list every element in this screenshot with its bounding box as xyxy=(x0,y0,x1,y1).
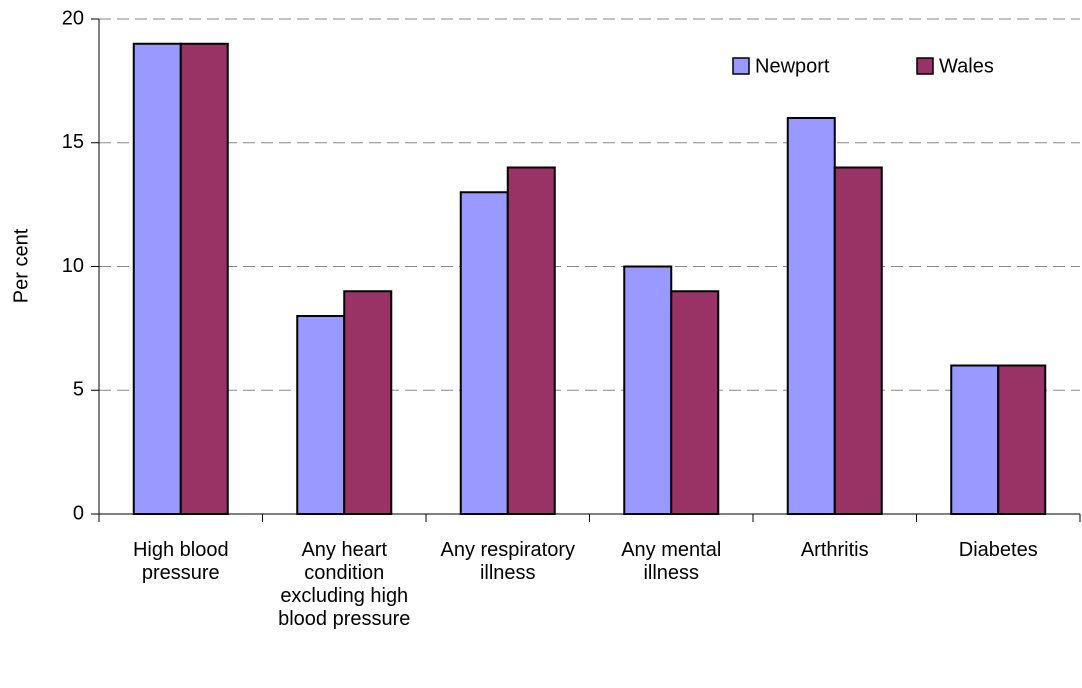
bar xyxy=(623,265,673,515)
x-tick-label: Diabetes xyxy=(959,539,1038,561)
bar xyxy=(950,364,1000,515)
y-tick-label: 5 xyxy=(73,379,84,401)
bar xyxy=(506,166,556,515)
legend-swatch xyxy=(916,57,934,75)
x-tick-label: Any respiratory illness xyxy=(441,539,576,584)
legend-swatch xyxy=(732,57,750,75)
x-tick-label: Arthritis xyxy=(801,539,869,561)
y-tick-label: 15 xyxy=(62,131,84,153)
bar xyxy=(786,117,836,515)
x-tick-label: Any mental illness xyxy=(621,539,721,584)
y-axis-label: Per cent xyxy=(10,228,32,303)
y-tick-label: 10 xyxy=(62,255,84,277)
bar xyxy=(179,42,229,515)
bar xyxy=(459,191,509,515)
bar xyxy=(833,166,883,515)
legend-label: Newport xyxy=(755,55,830,77)
bar xyxy=(343,290,393,515)
y-tick-label: 0 xyxy=(73,502,84,524)
x-tick-label: High blood pressure xyxy=(133,539,229,584)
bar xyxy=(132,42,182,515)
legend-label: Wales xyxy=(939,55,994,77)
bar xyxy=(296,315,346,515)
bar xyxy=(997,364,1047,515)
x-tick-label: Any heart condition excluding high blood pr… xyxy=(278,539,410,630)
bar xyxy=(670,290,720,515)
y-tick-label: 20 xyxy=(62,7,84,29)
